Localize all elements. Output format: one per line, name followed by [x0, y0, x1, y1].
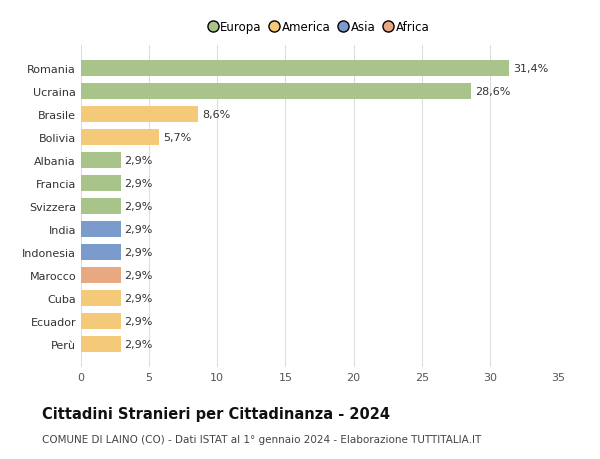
Bar [81, 129, 158, 146]
Text: 2,9%: 2,9% [125, 316, 153, 326]
Bar [81, 152, 121, 169]
Text: 31,4%: 31,4% [513, 64, 548, 74]
Text: 2,9%: 2,9% [125, 339, 153, 349]
Text: 2,9%: 2,9% [125, 202, 153, 212]
Text: Cittadini Stranieri per Cittadinanza - 2024: Cittadini Stranieri per Cittadinanza - 2… [42, 406, 390, 421]
Bar [81, 244, 121, 261]
Bar [81, 267, 121, 284]
Bar [81, 221, 121, 238]
Bar [81, 175, 121, 192]
Text: 2,9%: 2,9% [125, 179, 153, 189]
Text: 28,6%: 28,6% [475, 87, 510, 97]
Text: 2,9%: 2,9% [125, 224, 153, 235]
Text: 2,9%: 2,9% [125, 247, 153, 257]
Bar [81, 198, 121, 215]
Text: 2,9%: 2,9% [125, 293, 153, 303]
Bar [81, 313, 121, 330]
Bar [81, 106, 198, 123]
Bar [81, 84, 471, 100]
Text: 2,9%: 2,9% [125, 156, 153, 166]
Bar [81, 61, 509, 77]
Text: 5,7%: 5,7% [163, 133, 191, 143]
Text: 8,6%: 8,6% [202, 110, 230, 120]
Bar [81, 290, 121, 307]
Bar [81, 336, 121, 353]
Text: COMUNE DI LAINO (CO) - Dati ISTAT al 1° gennaio 2024 - Elaborazione TUTTITALIA.I: COMUNE DI LAINO (CO) - Dati ISTAT al 1° … [42, 434, 481, 444]
Text: 2,9%: 2,9% [125, 270, 153, 280]
Legend: Europa, America, Asia, Africa: Europa, America, Asia, Africa [205, 17, 434, 39]
